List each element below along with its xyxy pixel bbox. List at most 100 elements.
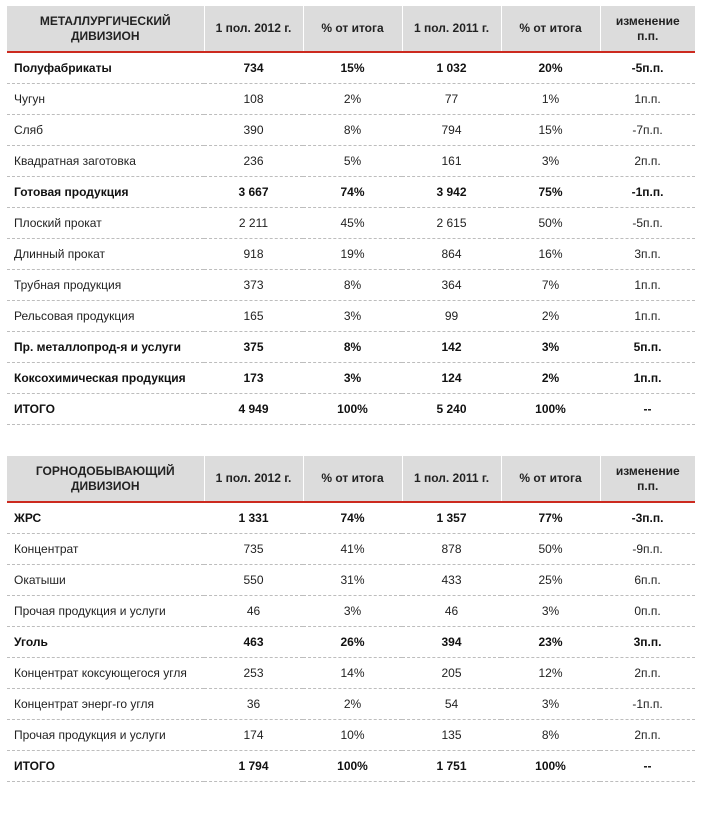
row-label-cell: Длинный прокат [7, 238, 204, 270]
row-label-cell: ИТОГО [7, 393, 204, 425]
value-h1-2012-cell: 4 949 [204, 393, 303, 425]
share-2011-cell: 2% [501, 300, 600, 332]
row-label-cell: ЖРС [7, 502, 204, 534]
change-pp-cell: -9п.п. [600, 533, 695, 565]
table-row: ИТОГО 1 794 100% 1 751 100% -- [7, 750, 695, 782]
table-row: Плоский прокат 2 211 45% 2 615 50% -5п.п. [7, 207, 695, 239]
row-label-cell: Концентрат энерг-го угля [7, 688, 204, 720]
value-h1-2011-cell: 46 [402, 595, 501, 627]
row-label-cell: Плоский прокат [7, 207, 204, 239]
value-h1-2011-cell: 394 [402, 626, 501, 658]
change-pp-cell: -5п.п. [600, 207, 695, 239]
table-row: Пр. металлопрод-я и услуги 375 8% 142 3% 5п.п… [7, 331, 695, 363]
table-row: Сляб 390 8% 794 15% -7п.п. [7, 114, 695, 146]
share-2011-cell: 3% [501, 688, 600, 720]
value-h1-2011-cell: 161 [402, 145, 501, 177]
value-h1-2012-cell: 375 [204, 331, 303, 363]
change-pp-cell: 2п.п. [600, 657, 695, 689]
value-h1-2012-cell: 253 [204, 657, 303, 689]
column-header-share-2011: % от итога [500, 456, 600, 503]
value-h1-2012-cell: 236 [204, 145, 303, 177]
row-label-cell: ИТОГО [7, 750, 204, 782]
row-label-cell: Окатыши [7, 564, 204, 596]
share-2012-cell: 3% [303, 300, 402, 332]
value-h1-2011-cell: 77 [402, 83, 501, 115]
row-label-cell: Трубная продукция [7, 269, 204, 301]
value-h1-2012-cell: 173 [204, 362, 303, 394]
column-header-h1-2012: 1 пол. 2012 г. [203, 6, 303, 53]
share-2011-cell: 100% [501, 393, 600, 425]
value-h1-2012-cell: 918 [204, 238, 303, 270]
share-2011-cell: 2% [501, 362, 600, 394]
share-2011-cell: 8% [501, 719, 600, 751]
column-header-division: ГОРНОДОБЫВАЮЩИЙ ДИВИЗИОН [7, 456, 204, 503]
share-2012-cell: 74% [303, 176, 402, 208]
share-2011-cell: 3% [501, 145, 600, 177]
share-2011-cell: 7% [501, 269, 600, 301]
value-h1-2012-cell: 2 211 [204, 207, 303, 239]
mining-division-table: ГОРНОДОБЫВАЮЩИЙ ДИВИЗИОН 1 пол. 2012 г. … [7, 456, 695, 782]
change-pp-cell: 2п.п. [600, 719, 695, 751]
share-2012-cell: 8% [303, 114, 402, 146]
value-h1-2012-cell: 550 [204, 564, 303, 596]
share-2012-cell: 100% [303, 393, 402, 425]
share-2011-cell: 75% [501, 176, 600, 208]
change-pp-cell: 5п.п. [600, 331, 695, 363]
share-2012-cell: 3% [303, 595, 402, 627]
table-row: Квадратная заготовка 236 5% 161 3% 2п.п. [7, 145, 695, 177]
change-pp-cell: 0п.п. [600, 595, 695, 627]
row-label-cell: Готовая продукция [7, 176, 204, 208]
column-header-share-2012: % от итога [302, 6, 402, 53]
table-row: Окатыши 550 31% 433 25% 6п.п. [7, 564, 695, 596]
share-2012-cell: 31% [303, 564, 402, 596]
table-row: Рельсовая продукция 165 3% 99 2% 1п.п. [7, 300, 695, 332]
value-h1-2011-cell: 142 [402, 331, 501, 363]
column-header-h1-2011: 1 пол. 2011 г. [401, 6, 501, 53]
change-pp-cell: 3п.п. [600, 238, 695, 270]
share-2012-cell: 3% [303, 362, 402, 394]
table-row: Трубная продукция 373 8% 364 7% 1п.п. [7, 269, 695, 301]
value-h1-2012-cell: 734 [204, 52, 303, 84]
metallurgical-division-table: МЕТАЛЛУРГИЧЕСКИЙ ДИВИЗИОН 1 пол. 2012 г.… [7, 6, 695, 425]
value-h1-2012-cell: 735 [204, 533, 303, 565]
change-pp-cell: -- [600, 393, 695, 425]
column-header-division: МЕТАЛЛУРГИЧЕСКИЙ ДИВИЗИОН [7, 6, 204, 53]
change-pp-cell: 6п.п. [600, 564, 695, 596]
share-2011-cell: 77% [501, 502, 600, 534]
value-h1-2011-cell: 794 [402, 114, 501, 146]
value-h1-2011-cell: 364 [402, 269, 501, 301]
value-h1-2011-cell: 864 [402, 238, 501, 270]
value-h1-2011-cell: 1 032 [402, 52, 501, 84]
share-2011-cell: 100% [501, 750, 600, 782]
value-h1-2011-cell: 1 357 [402, 502, 501, 534]
share-2011-cell: 3% [501, 331, 600, 363]
share-2012-cell: 100% [303, 750, 402, 782]
change-pp-cell: 1п.п. [600, 83, 695, 115]
row-label-cell: Рельсовая продукция [7, 300, 204, 332]
share-2011-cell: 50% [501, 207, 600, 239]
value-h1-2012-cell: 390 [204, 114, 303, 146]
share-2011-cell: 3% [501, 595, 600, 627]
value-h1-2011-cell: 433 [402, 564, 501, 596]
share-2012-cell: 45% [303, 207, 402, 239]
share-2012-cell: 15% [303, 52, 402, 84]
value-h1-2011-cell: 135 [402, 719, 501, 751]
row-label-cell: Полуфабрикаты [7, 52, 204, 84]
share-2011-cell: 25% [501, 564, 600, 596]
value-h1-2011-cell: 54 [402, 688, 501, 720]
row-label-cell: Сляб [7, 114, 204, 146]
table-row: Концентрат энерг-го угля 36 2% 54 3% -1п.п. [7, 688, 695, 720]
table-row: Чугун 108 2% 77 1% 1п.п. [7, 83, 695, 115]
table-row: Концентрат 735 41% 878 50% -9п.п. [7, 533, 695, 565]
share-2012-cell: 2% [303, 688, 402, 720]
table-row: Прочая продукция и услуги 46 3% 46 3% 0п.п. [7, 595, 695, 627]
share-2011-cell: 20% [501, 52, 600, 84]
table-row: Готовая продукция 3 667 74% 3 942 75% -1п.п. [7, 176, 695, 208]
column-header-change-pp: изменение п.п. [599, 6, 695, 53]
change-pp-cell: 1п.п. [600, 269, 695, 301]
row-label-cell: Концентрат [7, 533, 204, 565]
change-pp-cell: 1п.п. [600, 362, 695, 394]
column-header-change-pp: изменение п.п. [599, 456, 695, 503]
share-2011-cell: 50% [501, 533, 600, 565]
share-2012-cell: 74% [303, 502, 402, 534]
